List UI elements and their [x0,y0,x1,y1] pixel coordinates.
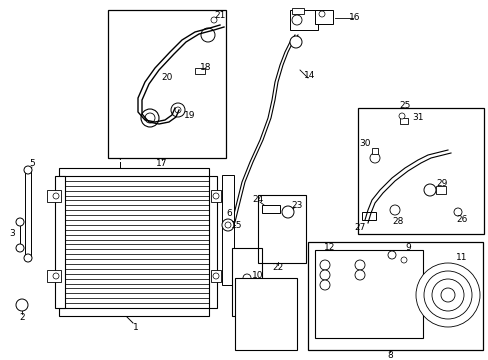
Bar [222,175,234,285]
Bar [47,190,61,202]
Text: 18: 18 [200,63,211,72]
Text: 15: 15 [231,220,242,230]
Circle shape [16,218,24,226]
Circle shape [389,205,399,215]
Text: 13: 13 [243,320,254,329]
Bar [210,270,221,282]
Text: 1: 1 [133,323,139,332]
Text: 6: 6 [225,208,231,217]
Text: 20: 20 [161,73,172,82]
Circle shape [291,15,302,25]
Bar [289,10,317,30]
Circle shape [201,28,215,42]
Circle shape [423,271,471,319]
Text: 23: 23 [291,201,302,210]
Circle shape [369,153,379,163]
Text: 16: 16 [348,13,360,22]
Text: 11: 11 [455,253,467,262]
Text: 27: 27 [354,224,365,233]
Circle shape [53,193,59,199]
Circle shape [243,301,250,309]
Bar [59,308,208,316]
Bar [307,242,482,350]
Circle shape [213,193,219,199]
Text: 24: 24 [252,195,263,204]
Bar [361,212,375,220]
Bar [258,195,305,263]
Circle shape [423,184,435,196]
Text: 26: 26 [455,216,467,225]
Text: 2: 2 [19,314,25,323]
Bar [59,168,208,176]
Circle shape [243,274,250,282]
Bar [435,186,445,194]
Circle shape [24,254,32,262]
Bar [371,148,377,154]
Text: 28: 28 [391,217,403,226]
Text: 4: 4 [244,325,249,334]
Circle shape [222,219,234,231]
Circle shape [318,11,325,17]
Text: 12: 12 [324,243,335,252]
Bar [47,270,61,282]
Bar [108,10,225,158]
Bar [291,8,304,14]
Circle shape [213,273,219,279]
Bar [231,248,262,316]
Circle shape [171,103,184,117]
Circle shape [16,299,28,311]
Circle shape [141,109,159,127]
Bar [25,170,31,258]
Circle shape [145,113,155,123]
Text: 14: 14 [304,71,315,80]
Bar [314,250,422,338]
Bar [210,190,221,202]
Bar [195,68,204,74]
Circle shape [289,36,302,48]
Bar [314,10,332,24]
Circle shape [387,251,395,259]
Circle shape [243,283,250,291]
Circle shape [398,113,404,119]
Circle shape [400,257,406,263]
Circle shape [354,260,364,270]
Circle shape [53,273,59,279]
Text: 17: 17 [156,158,167,167]
Bar [55,176,65,308]
Text: 22: 22 [272,264,283,273]
Text: 7: 7 [117,153,122,162]
Circle shape [282,206,293,218]
Circle shape [175,107,181,113]
Bar [357,108,483,234]
Text: 25: 25 [399,100,410,109]
Text: 9: 9 [404,243,410,252]
Text: 19: 19 [184,111,195,120]
Circle shape [243,292,250,300]
Bar [208,176,217,308]
Circle shape [224,222,230,228]
Bar [235,278,296,350]
Text: 29: 29 [435,179,447,188]
Circle shape [415,263,479,327]
Text: 31: 31 [411,113,423,122]
Circle shape [16,244,24,252]
Bar [262,205,280,213]
Text: 5: 5 [29,159,35,168]
Circle shape [319,280,329,290]
Circle shape [431,279,463,311]
Circle shape [319,260,329,270]
Text: 3: 3 [9,230,15,238]
Circle shape [354,270,364,280]
Circle shape [210,17,217,23]
Circle shape [440,288,454,302]
Circle shape [24,166,32,174]
Text: 10: 10 [252,270,263,279]
Text: 30: 30 [359,139,370,148]
Circle shape [453,208,461,216]
Text: 21: 21 [214,10,225,19]
Text: 8: 8 [386,351,392,360]
Circle shape [319,270,329,280]
Bar [399,118,407,124]
